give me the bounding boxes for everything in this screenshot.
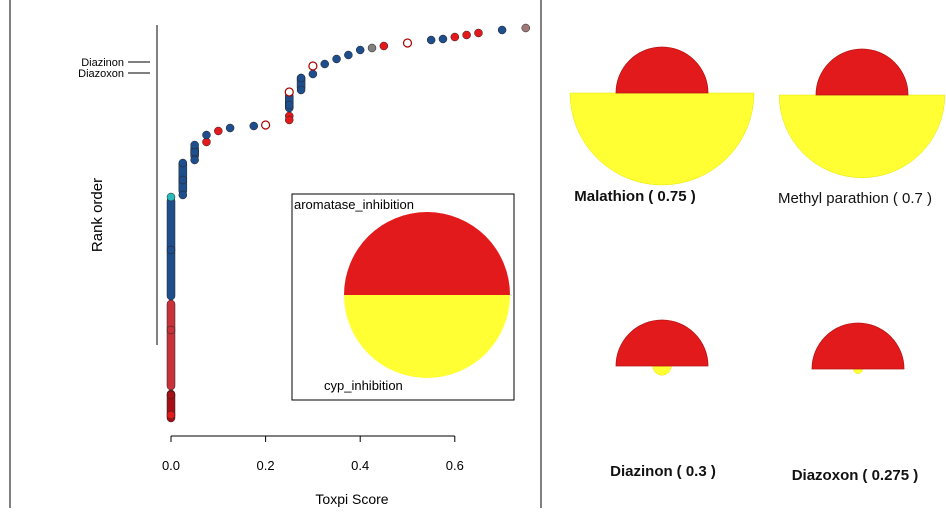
profile-title-methyl-parathion: Methyl parathion( 0.7 ) (768, 190, 946, 207)
scatter-point (367, 43, 377, 53)
toxpi-profile-methyl-parathion (778, 48, 946, 178)
scatter-point (462, 30, 471, 40)
scatter-point (438, 34, 448, 44)
x-tick-label: 0.2 (257, 458, 275, 473)
toxpi-profile-diazinon (615, 319, 709, 376)
profile-slice-cyp (778, 94, 946, 178)
inset-slice-cyp (344, 295, 510, 378)
point-column-segment (166, 299, 176, 391)
profile-score: ( 0.275 ) (862, 467, 919, 484)
inset-slice-aromatase (344, 212, 510, 295)
scatter-point (285, 100, 294, 110)
toxpi-profiles-svg (569, 46, 946, 376)
scatter-point (166, 410, 176, 420)
x-tick-label: 0.0 (162, 458, 180, 473)
profile-slice-aromatase (815, 48, 909, 96)
scatter-point (249, 121, 259, 131)
scatter-point (308, 69, 318, 79)
inset-label-aromatase: aromatase_inhibition (294, 197, 414, 212)
scatter-point (320, 59, 329, 69)
profile-score: ( 0.75 ) (648, 188, 696, 205)
scatter-point (521, 23, 530, 33)
scatter-point (308, 61, 318, 71)
scatter-point (285, 115, 294, 125)
profile-name: Diazoxon (791, 467, 859, 484)
scatter-point (402, 38, 413, 48)
scatter-point (178, 190, 188, 200)
scatter-point (296, 73, 306, 83)
profile-score: ( 0.7 ) (892, 190, 933, 207)
scatter-point (474, 28, 483, 38)
toxpi-profiles-panel: Malathion( 0.75 ) Methyl parathion( 0.7 … (546, 0, 946, 508)
scatter-point (202, 130, 211, 140)
scatter-point (355, 45, 365, 55)
toxpi-legend-inset: aromatase_inhibition cyp_inhibition (291, 193, 515, 401)
scatter-point (225, 123, 235, 133)
x-tick-label: 0.4 (351, 458, 369, 473)
toxpi-profile-malathion (569, 46, 755, 186)
profile-name: Methyl parathion (777, 190, 889, 207)
scatter-point (178, 175, 188, 185)
inset-label-cyp: cyp_inhibition (324, 378, 403, 393)
profile-slice-aromatase (811, 322, 905, 370)
scatter-point (166, 245, 176, 255)
scatter-point (190, 140, 199, 150)
scatter-point (379, 41, 389, 51)
x-axis: 0.0 0.2 0.4 0.6 (162, 435, 464, 473)
scatter-point (214, 126, 223, 136)
scatter-point (166, 192, 176, 202)
profile-slice-cyp (652, 365, 672, 376)
scatter-point (497, 25, 507, 35)
scatter-point (426, 35, 436, 45)
scatter-point (166, 325, 176, 335)
y-axis-label: Rank order (89, 178, 106, 252)
profile-title-malathion: Malathion( 0.75 ) (546, 188, 728, 205)
annotation-diazinon: Diazinon (81, 57, 124, 69)
scatter-point (296, 85, 306, 95)
scatter-point (261, 120, 271, 130)
profile-slice-aromatase (615, 319, 709, 367)
scatter-point (284, 87, 294, 97)
profile-slice-cyp (853, 368, 863, 374)
toxpi-profile-diazoxon (811, 322, 905, 374)
profile-slice-cyp (569, 92, 755, 186)
profile-score: ( 0.3 ) (676, 463, 716, 480)
profile-title-diazinon: Diazinon( 0.3 ) (576, 463, 754, 480)
scatter-point (344, 50, 353, 60)
scatter-point (450, 32, 460, 42)
profile-title-diazoxon: Diazoxon( 0.275 ) (768, 467, 946, 484)
scatter-points (166, 23, 530, 420)
scatter-point (166, 390, 176, 400)
point-columns (166, 73, 306, 423)
x-axis-label: Toxpi Score (315, 491, 388, 507)
profile-name: Malathion (574, 188, 645, 205)
scatter-point (190, 155, 199, 165)
profile-name: Diazinon (610, 463, 673, 480)
rank-plot-svg: Rank order Diazinon Diazoxon 0.0 0.2 0.4 0.… (9, 0, 542, 508)
scatter-point (332, 54, 341, 64)
rank-plot: Rank order Diazinon Diazoxon 0.0 0.2 0.4 0.… (9, 0, 542, 508)
annotation-diazoxon: Diazoxon (78, 68, 124, 80)
profile-slice-aromatase (615, 46, 709, 94)
scatter-point (178, 158, 188, 168)
x-tick-label: 0.6 (446, 458, 464, 473)
